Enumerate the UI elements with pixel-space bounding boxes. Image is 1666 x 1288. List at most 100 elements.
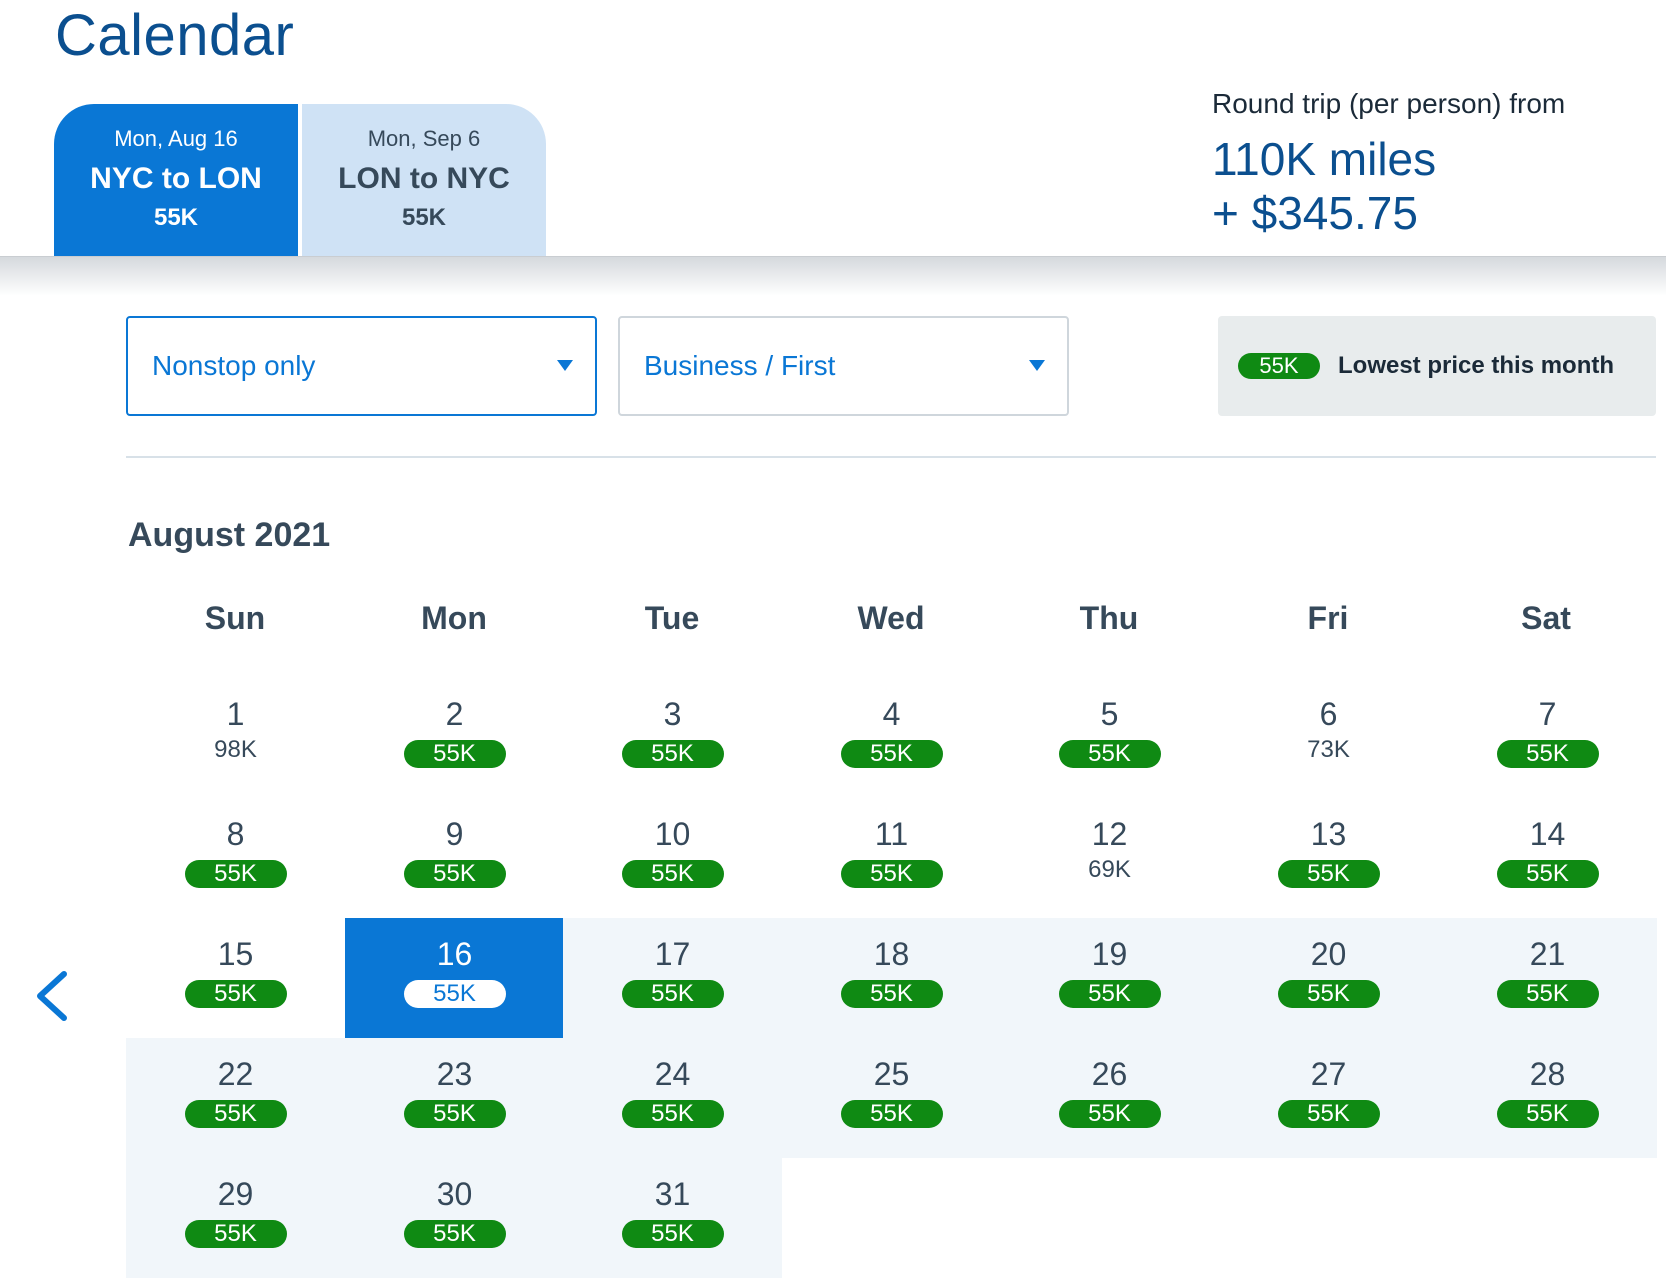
day-number: 6 bbox=[1319, 696, 1338, 732]
calendar-day[interactable]: 8 55K bbox=[126, 798, 345, 918]
lowest-price-badge: 55K bbox=[403, 860, 506, 888]
weekday-label: Wed bbox=[857, 600, 925, 636]
day-number: 4 bbox=[882, 696, 901, 732]
calendar-day[interactable]: 3 55K bbox=[563, 678, 782, 798]
lowest-price-badge: 55K bbox=[621, 740, 724, 768]
day-number: 17 bbox=[654, 936, 691, 972]
calendar-day[interactable]: 29 55K bbox=[126, 1158, 345, 1278]
chevron-left-icon bbox=[37, 971, 67, 1021]
calendar-day[interactable]: 7 55K bbox=[1438, 678, 1657, 798]
summary-label: Round trip (per person) from bbox=[1212, 88, 1566, 119]
day-number: 22 bbox=[217, 1056, 254, 1092]
calendar-day[interactable]: 12 69K bbox=[1000, 798, 1219, 918]
lowest-price-badge: 55K bbox=[184, 1100, 287, 1128]
lowest-price-badge: 55K bbox=[621, 980, 724, 1008]
stops-select[interactable]: Nonstop only bbox=[126, 316, 597, 416]
calendar-day[interactable]: 15 55K bbox=[126, 918, 345, 1038]
lowest-price-badge: 55K bbox=[1496, 740, 1599, 768]
tab-return[interactable]: Mon, Sep 6 LON to NYC 55K bbox=[302, 104, 546, 256]
header-divider bbox=[0, 256, 1666, 296]
calendar-day[interactable]: 23 55K bbox=[345, 1038, 564, 1158]
day-number: 11 bbox=[874, 816, 909, 852]
tab-date: Mon, Aug 16 bbox=[114, 126, 238, 151]
lowest-price-badge: 55K bbox=[621, 1100, 724, 1128]
calendar-day[interactable]: 19 55K bbox=[1000, 918, 1219, 1038]
day-number: 25 bbox=[873, 1056, 910, 1092]
calendar-day[interactable]: 4 55K bbox=[782, 678, 1001, 798]
tab-date: Mon, Sep 6 bbox=[367, 126, 481, 151]
divider bbox=[126, 456, 1656, 458]
day-number: 5 bbox=[1100, 696, 1119, 732]
day-number: 19 bbox=[1091, 936, 1128, 972]
lowest-price-badge: 55K bbox=[184, 980, 287, 1008]
price-summary: Round trip (per person) from 110K miles … bbox=[1212, 88, 1565, 242]
day-number: 24 bbox=[654, 1056, 691, 1092]
day-number: 3 bbox=[663, 696, 682, 732]
lowest-price-badge: 55K bbox=[1496, 860, 1599, 888]
day-price: 69K bbox=[1088, 856, 1131, 883]
lowest-price-badge: 55K bbox=[403, 740, 506, 768]
day-number: 18 bbox=[873, 936, 910, 972]
calendar-day[interactable]: 18 55K bbox=[782, 918, 1001, 1038]
lowest-price-badge: 55K bbox=[840, 860, 943, 888]
day-number: 14 bbox=[1529, 816, 1566, 852]
day-number: 23 bbox=[436, 1056, 473, 1092]
lowest-price-badge: 55K bbox=[1277, 1100, 1380, 1128]
lowest-price-badge: 55K bbox=[1058, 1100, 1161, 1128]
calendar-day[interactable]: 28 55K bbox=[1438, 1038, 1657, 1158]
calendar-day[interactable]: 5 55K bbox=[1000, 678, 1219, 798]
cabin-select-value: Business / First bbox=[644, 350, 836, 381]
weekday-label: Sat bbox=[1521, 600, 1571, 636]
day-number: 27 bbox=[1310, 1056, 1347, 1092]
calendar-day[interactable]: 17 55K bbox=[563, 918, 782, 1038]
calendar-day[interactable]: 25 55K bbox=[782, 1038, 1001, 1158]
legend-price-badge: 55K bbox=[1238, 353, 1320, 379]
day-number: 16 bbox=[436, 936, 473, 972]
lowest-price-badge: 55K bbox=[403, 1100, 506, 1128]
calendar-day[interactable]: 10 55K bbox=[563, 798, 782, 918]
lowest-price-badge: 55K bbox=[840, 980, 943, 1008]
day-number: 7 bbox=[1538, 696, 1557, 732]
day-number: 15 bbox=[217, 936, 254, 972]
calendar-day[interactable]: 6 73K bbox=[1219, 678, 1438, 798]
day-number: 10 bbox=[654, 816, 691, 852]
lowest-price-legend: 55K Lowest price this month bbox=[1218, 316, 1656, 416]
calendar-day[interactable]: 14 55K bbox=[1438, 798, 1657, 918]
day-number: 13 bbox=[1310, 816, 1347, 852]
calendar-day[interactable]: 20 55K bbox=[1219, 918, 1438, 1038]
calendar-day[interactable]: 27 55K bbox=[1219, 1038, 1438, 1158]
tab-route: NYC to LON bbox=[90, 162, 262, 195]
day-number: 9 bbox=[445, 816, 464, 852]
calendar-day[interactable]: 13 55K bbox=[1219, 798, 1438, 918]
calendar-day[interactable]: 9 55K bbox=[345, 798, 564, 918]
calendar-day[interactable]: 11 55K bbox=[782, 798, 1001, 918]
weekday-header: Sun Mon Tue Wed Thu Fri Sat bbox=[126, 590, 1656, 650]
stops-select-value: Nonstop only bbox=[152, 350, 316, 381]
lowest-price-badge: 55K bbox=[403, 980, 506, 1008]
day-price: 98K bbox=[214, 736, 257, 763]
previous-month-button[interactable] bbox=[28, 966, 76, 1026]
trip-tabs: Mon, Aug 16 NYC to LON 55K Mon, Sep 6 LO… bbox=[54, 104, 546, 256]
calendar-day[interactable]: 1 98K bbox=[126, 678, 345, 798]
tab-outbound[interactable]: Mon, Aug 16 NYC to LON 55K bbox=[54, 104, 298, 256]
tab-price: 55K bbox=[401, 204, 447, 231]
calendar-day[interactable]: 31 55K bbox=[563, 1158, 782, 1278]
calendar-day[interactable]: 30 55K bbox=[345, 1158, 564, 1278]
legend-label: Lowest price this month bbox=[1338, 352, 1615, 379]
lowest-price-badge: 55K bbox=[621, 860, 724, 888]
lowest-price-badge: 55K bbox=[840, 740, 943, 768]
calendar-day[interactable]: 22 55K bbox=[126, 1038, 345, 1158]
lowest-price-badge: 55K bbox=[1496, 1100, 1599, 1128]
lowest-price-badge: 55K bbox=[1277, 860, 1380, 888]
calendar-day[interactable]: 21 55K bbox=[1438, 918, 1657, 1038]
calendar-day[interactable]: 26 55K bbox=[1000, 1038, 1219, 1158]
day-number: 31 bbox=[654, 1176, 691, 1212]
calendar-day[interactable]: 16 55K bbox=[345, 918, 564, 1038]
day-number: 29 bbox=[217, 1176, 254, 1212]
chevron-down-icon bbox=[1029, 360, 1045, 371]
calendar-day[interactable]: 24 55K bbox=[563, 1038, 782, 1158]
calendar-day[interactable]: 2 55K bbox=[345, 678, 564, 798]
day-number: 26 bbox=[1091, 1056, 1128, 1092]
month-title: August 2021 bbox=[128, 516, 331, 554]
cabin-select[interactable]: Business / First bbox=[618, 316, 1069, 416]
